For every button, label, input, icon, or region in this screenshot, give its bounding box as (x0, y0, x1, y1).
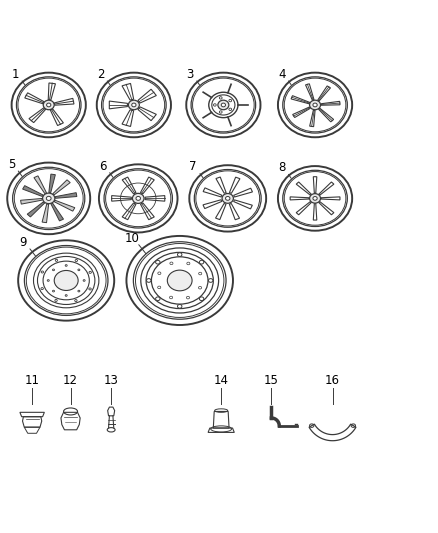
Ellipse shape (222, 193, 233, 203)
Ellipse shape (187, 262, 190, 265)
Ellipse shape (313, 197, 317, 200)
Ellipse shape (219, 111, 222, 113)
Ellipse shape (89, 288, 91, 290)
Polygon shape (23, 185, 43, 197)
Ellipse shape (53, 269, 54, 271)
Ellipse shape (83, 280, 85, 281)
Ellipse shape (65, 265, 67, 266)
Ellipse shape (47, 280, 49, 281)
Ellipse shape (158, 286, 161, 289)
Text: 9: 9 (19, 236, 27, 249)
Ellipse shape (199, 272, 202, 275)
Polygon shape (42, 204, 49, 223)
Ellipse shape (46, 196, 51, 200)
Ellipse shape (229, 108, 232, 110)
Ellipse shape (208, 279, 213, 282)
Ellipse shape (198, 286, 201, 289)
Polygon shape (34, 176, 46, 193)
Ellipse shape (54, 270, 78, 290)
Text: 12: 12 (63, 374, 78, 387)
Ellipse shape (46, 103, 51, 107)
Ellipse shape (213, 104, 216, 106)
Ellipse shape (167, 270, 192, 291)
Text: 14: 14 (214, 374, 229, 387)
Ellipse shape (132, 193, 144, 204)
Polygon shape (49, 174, 55, 193)
Polygon shape (51, 203, 64, 221)
Ellipse shape (42, 193, 55, 204)
Ellipse shape (65, 295, 67, 296)
Ellipse shape (310, 193, 321, 203)
Text: 16: 16 (325, 374, 340, 387)
Ellipse shape (170, 296, 173, 299)
Text: 15: 15 (264, 374, 279, 387)
Polygon shape (27, 202, 45, 217)
Ellipse shape (313, 103, 317, 107)
Text: 1: 1 (11, 68, 19, 81)
Ellipse shape (155, 260, 160, 264)
Ellipse shape (75, 300, 77, 302)
Ellipse shape (158, 272, 161, 274)
Text: 4: 4 (278, 68, 286, 81)
Ellipse shape (218, 100, 229, 110)
Ellipse shape (89, 271, 92, 273)
Ellipse shape (75, 260, 78, 262)
Ellipse shape (132, 103, 136, 107)
Polygon shape (54, 200, 75, 211)
Ellipse shape (310, 100, 321, 110)
Ellipse shape (41, 271, 43, 273)
Ellipse shape (155, 297, 160, 301)
Ellipse shape (199, 297, 204, 301)
Ellipse shape (78, 269, 80, 271)
Ellipse shape (177, 253, 182, 256)
Text: 8: 8 (278, 161, 285, 174)
Ellipse shape (128, 100, 139, 110)
Ellipse shape (78, 290, 80, 292)
Ellipse shape (221, 103, 226, 107)
Text: 7: 7 (189, 160, 197, 173)
Polygon shape (53, 180, 70, 195)
Text: 6: 6 (99, 159, 106, 173)
Ellipse shape (55, 300, 57, 302)
Ellipse shape (177, 304, 182, 308)
Text: 5: 5 (8, 158, 15, 171)
Ellipse shape (199, 260, 204, 264)
Text: 2: 2 (97, 68, 104, 81)
Ellipse shape (229, 99, 232, 102)
Ellipse shape (43, 100, 54, 110)
Ellipse shape (147, 279, 151, 282)
Text: 13: 13 (104, 374, 119, 387)
Ellipse shape (41, 288, 43, 289)
Ellipse shape (136, 197, 141, 200)
Ellipse shape (187, 296, 190, 299)
Text: 10: 10 (124, 232, 139, 245)
Ellipse shape (53, 290, 54, 292)
Text: 11: 11 (25, 374, 39, 387)
Ellipse shape (170, 262, 173, 264)
Text: 3: 3 (186, 68, 194, 81)
Ellipse shape (55, 260, 58, 261)
Polygon shape (21, 198, 42, 204)
Polygon shape (55, 192, 77, 198)
Ellipse shape (219, 96, 222, 99)
Ellipse shape (226, 197, 230, 200)
